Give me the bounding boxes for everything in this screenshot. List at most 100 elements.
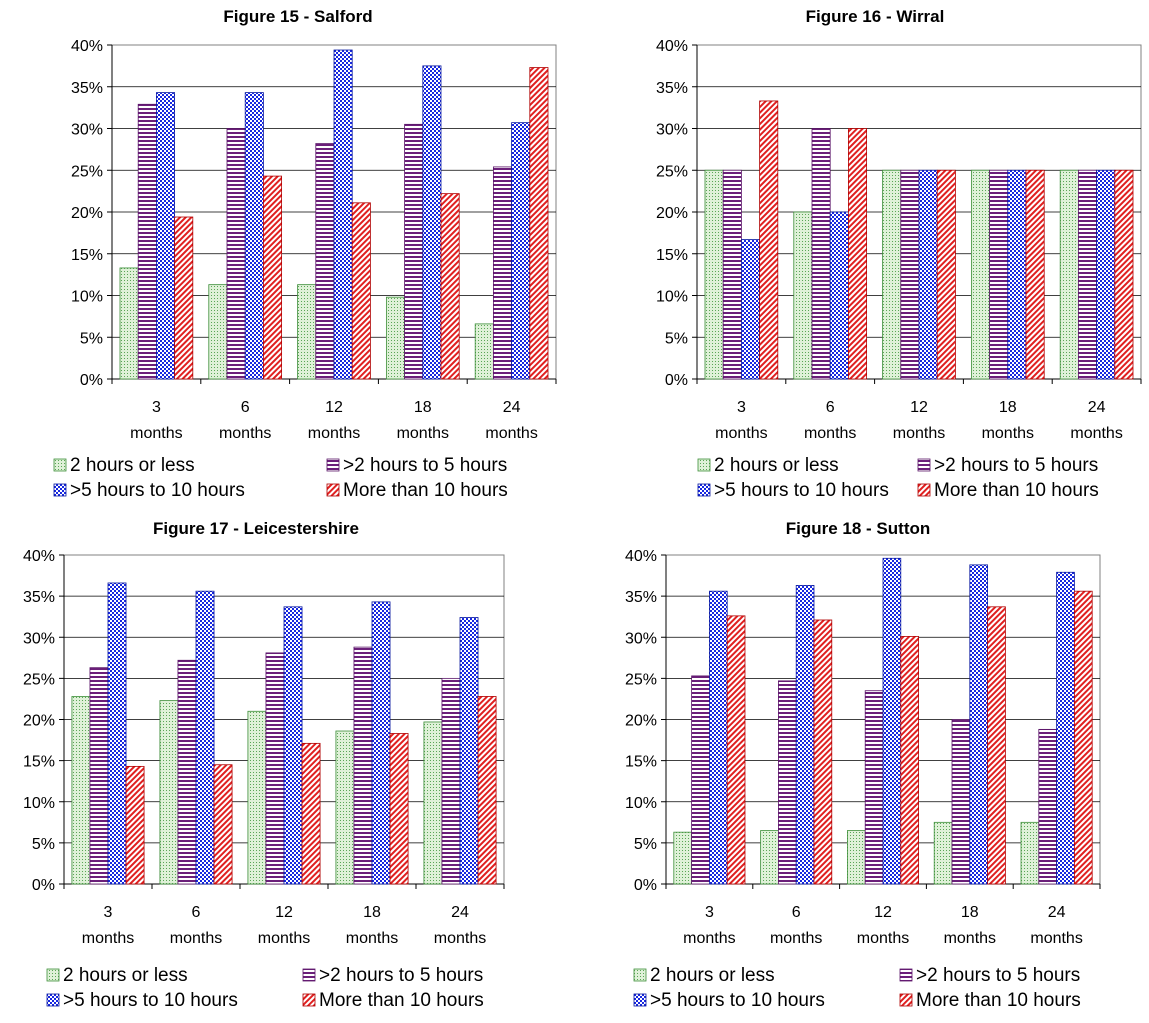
x-tick-label: months — [944, 930, 996, 947]
legend-label: >5 hours to 10 hours — [70, 480, 245, 501]
y-tick-label: 10% — [71, 289, 103, 306]
legend-label: 2 hours or less — [714, 455, 839, 476]
legend-swatch — [46, 993, 60, 1007]
bar — [813, 619, 833, 885]
x-tick-label: 6 — [241, 399, 250, 416]
bar — [722, 169, 742, 380]
bar — [778, 680, 797, 885]
x-tick-label: 3 — [104, 904, 113, 921]
chart-title: Figure 16 - Wirral — [806, 7, 945, 26]
bar — [265, 652, 285, 885]
y-tick-label: 15% — [71, 247, 103, 264]
bar — [918, 169, 938, 380]
bar — [177, 659, 197, 885]
bar — [709, 590, 728, 885]
x-tick-label: 6 — [192, 904, 201, 921]
bar — [301, 742, 321, 885]
legend-label: More than 10 hours — [319, 990, 484, 1011]
bar — [441, 677, 461, 885]
bar — [936, 169, 956, 380]
y-tick-label: 25% — [23, 671, 55, 688]
bar — [1059, 169, 1079, 380]
bar — [351, 202, 371, 380]
chart-panel-4: Figure 18 - Sutton 0% 5% 10% 15% 20% 25% 30% 35%… — [625, 519, 1101, 1011]
bar — [900, 636, 919, 885]
y-tick-label: 0% — [80, 372, 103, 389]
y-tick-label: 10% — [23, 795, 55, 812]
x-tick-label: 12 — [910, 399, 928, 416]
bar — [125, 765, 145, 885]
x-tick-label: months — [258, 930, 310, 947]
bar — [1025, 169, 1045, 380]
bar — [882, 557, 902, 885]
bar — [847, 830, 866, 885]
x-tick-label: 3 — [152, 399, 161, 416]
bar — [263, 175, 283, 380]
bar — [811, 128, 831, 380]
x-tick-label: months — [346, 930, 398, 947]
legend-swatch — [326, 483, 340, 497]
x-tick-label: 18 — [363, 904, 381, 921]
legend-label: 2 hours or less — [70, 455, 195, 476]
legend-swatch — [53, 458, 67, 472]
x-tick-label: months — [804, 425, 856, 442]
x-tick-label: 12 — [325, 399, 343, 416]
x-tick-label: 3 — [705, 904, 714, 921]
bar — [1038, 728, 1058, 885]
y-tick-label: 5% — [634, 836, 657, 853]
y-tick-label: 35% — [23, 589, 55, 606]
bar — [226, 128, 246, 380]
legend-label: >5 hours to 10 hours — [714, 480, 889, 501]
y-tick-label: 30% — [625, 630, 657, 647]
bar — [297, 284, 317, 380]
legend-swatch — [46, 968, 60, 982]
x-tick-label: 18 — [961, 904, 979, 921]
chart-title: Figure 17 - Leicestershire — [153, 519, 359, 538]
legend-label: More than 10 hours — [343, 480, 508, 501]
x-tick-label: months — [683, 930, 735, 947]
bar — [1007, 169, 1027, 380]
legend-label: >2 hours to 5 hours — [343, 455, 507, 476]
y-tick-label: 35% — [71, 80, 103, 97]
x-tick-label: months — [893, 425, 945, 442]
bar — [247, 710, 267, 885]
bar — [389, 733, 409, 885]
bar — [987, 606, 1006, 885]
bar — [353, 646, 373, 885]
bar — [848, 128, 868, 380]
x-tick-label: months — [485, 425, 537, 442]
legend-label: >2 hours to 5 hours — [934, 455, 1098, 476]
bar — [137, 103, 157, 380]
bar — [404, 123, 424, 380]
y-tick-label: 25% — [625, 671, 657, 688]
bar — [492, 166, 512, 380]
bar — [195, 590, 215, 885]
legend-label: >2 hours to 5 hours — [319, 965, 483, 986]
chart-title: Figure 18 - Sutton — [786, 519, 931, 538]
bar — [951, 719, 971, 885]
bar — [119, 267, 139, 380]
legend-swatch — [633, 993, 647, 1007]
y-tick-label: 40% — [23, 548, 55, 565]
legend-label: 2 hours or less — [650, 965, 775, 986]
x-tick-label: months — [130, 425, 182, 442]
y-tick-label: 15% — [625, 754, 657, 771]
x-tick-label: months — [715, 425, 767, 442]
bar — [459, 617, 479, 885]
x-tick-label: months — [82, 930, 134, 947]
bar — [422, 65, 442, 380]
x-tick-label: months — [170, 930, 222, 947]
legend-label: >2 hours to 5 hours — [916, 965, 1080, 986]
chart-panel-3: Figure 17 - Leicestershire 0% 5% 10% 15% 20% 2… — [23, 519, 505, 1011]
y-tick-label: 25% — [71, 163, 103, 180]
legend-label: More than 10 hours — [934, 480, 1099, 501]
x-tick-label: 12 — [275, 904, 293, 921]
bar — [1020, 821, 1040, 885]
y-tick-label: 10% — [625, 795, 657, 812]
legend-label: 2 hours or less — [63, 965, 188, 986]
legend-swatch — [302, 968, 316, 982]
bar — [933, 821, 953, 885]
y-tick-label: 30% — [23, 630, 55, 647]
bar — [900, 169, 920, 380]
y-tick-label: 15% — [656, 247, 688, 264]
